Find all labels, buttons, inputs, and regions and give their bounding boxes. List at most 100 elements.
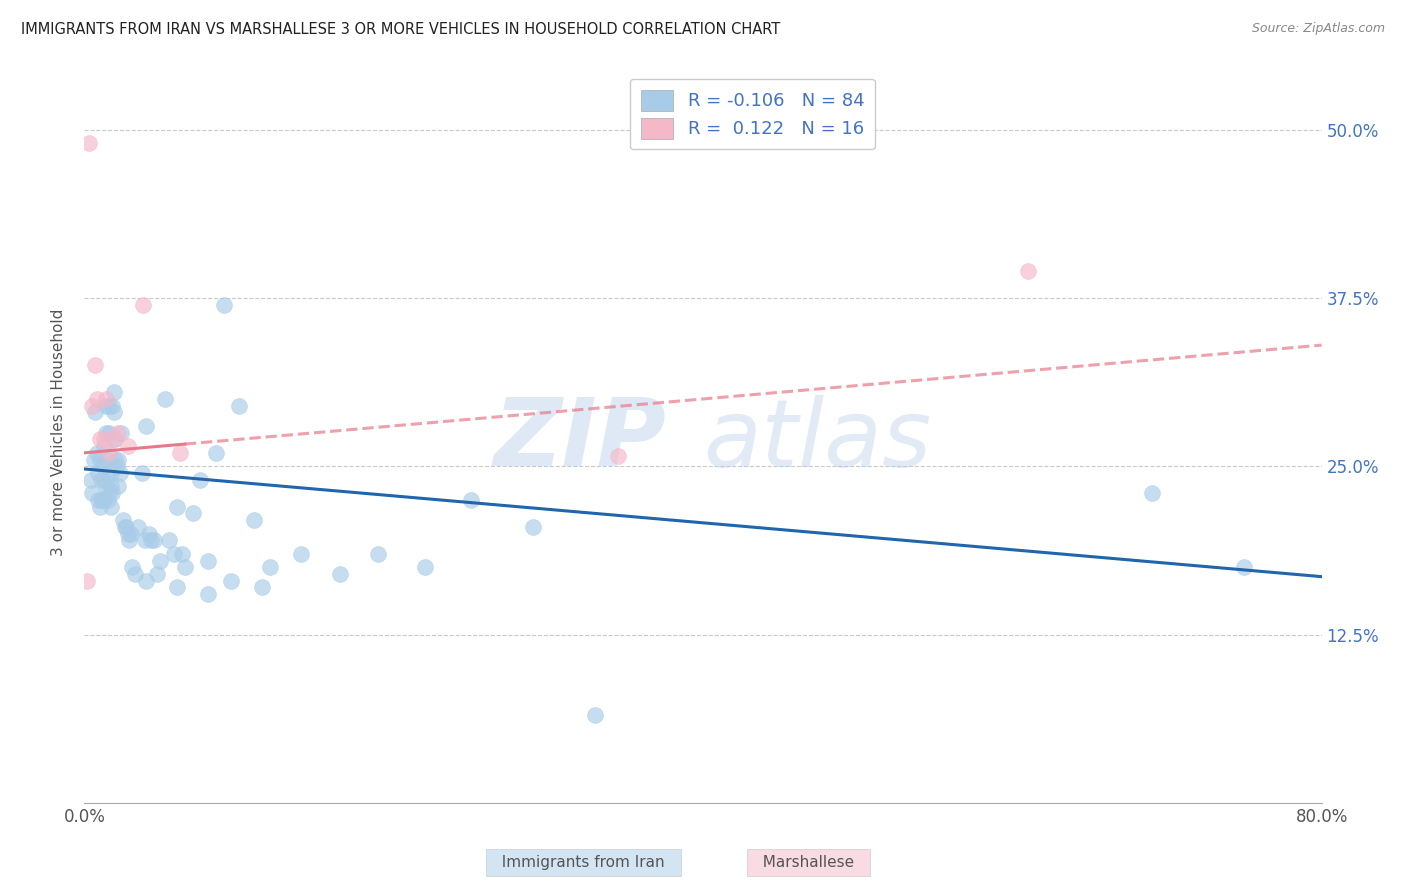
Point (87, 466, 110, 480)
Point (1233, 560, 1256, 574)
Point (197, 587, 219, 601)
Point (86, 446, 108, 460)
Point (139, 533, 162, 548)
Point (105, 459, 128, 474)
Point (250, 581, 273, 595)
Point (103, 433, 125, 447)
Point (101, 486, 124, 500)
Point (413, 560, 436, 574)
Point (94, 425, 117, 440)
Point (1017, 264, 1039, 278)
Point (132, 298, 155, 312)
Point (522, 520, 544, 534)
Legend: R = -0.106   N = 84, R =  0.122   N = 16: R = -0.106 N = 84, R = 0.122 N = 16 (630, 78, 875, 150)
Point (127, 520, 149, 534)
Point (93, 492, 115, 507)
Point (94, 392, 117, 406)
Point (135, 418, 157, 433)
Point (169, 446, 191, 460)
Point (1140, 486, 1163, 500)
Point (76, 574, 98, 588)
Point (174, 560, 197, 574)
Point (138, 526, 160, 541)
Text: Immigrants from Iran: Immigrants from Iran (492, 855, 675, 870)
Point (159, 533, 180, 548)
Point (98, 399, 121, 413)
Point (103, 385, 125, 400)
Point (90, 492, 112, 507)
Point (115, 520, 138, 534)
Point (108, 466, 131, 480)
Point (93, 473, 115, 487)
Text: ZIP: ZIP (494, 394, 666, 486)
Point (104, 452, 127, 467)
Point (197, 553, 219, 567)
Point (212, 298, 235, 312)
Point (91, 492, 114, 507)
Point (583, 708, 606, 723)
Point (181, 507, 204, 521)
Text: Marshallese: Marshallese (754, 855, 863, 870)
Point (112, 513, 135, 527)
Point (86, 392, 108, 406)
Point (219, 574, 242, 588)
Point (107, 479, 129, 493)
Point (606, 449, 628, 463)
Point (91, 459, 114, 474)
Point (96, 492, 118, 507)
Point (107, 425, 129, 440)
Point (110, 425, 132, 440)
Point (98, 486, 121, 500)
Point (367, 547, 389, 561)
Point (89, 500, 111, 514)
Point (460, 492, 482, 507)
Point (93, 433, 115, 447)
Point (100, 466, 122, 480)
Point (188, 473, 211, 487)
Point (84, 405, 107, 419)
Point (205, 446, 228, 460)
Text: atlas: atlas (703, 394, 931, 485)
Point (89, 452, 111, 467)
Point (328, 566, 352, 581)
Point (124, 566, 146, 581)
Point (96, 466, 118, 480)
Point (228, 399, 250, 413)
Point (170, 547, 193, 561)
Point (121, 560, 143, 574)
Point (82, 486, 104, 500)
Point (89, 433, 111, 447)
Point (77, 136, 100, 151)
Point (131, 466, 153, 480)
Point (134, 533, 156, 548)
Point (96, 452, 118, 467)
Point (83, 452, 105, 467)
Point (153, 392, 176, 406)
Point (100, 500, 122, 514)
Point (98, 446, 121, 460)
Point (114, 520, 136, 534)
Point (166, 500, 188, 514)
Point (94, 479, 117, 493)
Point (104, 433, 127, 447)
Point (163, 547, 186, 561)
Point (107, 452, 129, 467)
Point (290, 547, 312, 561)
Point (117, 439, 139, 453)
Point (93, 439, 115, 453)
Point (120, 526, 142, 541)
Point (243, 513, 266, 527)
Point (90, 473, 112, 487)
Point (135, 574, 157, 588)
Point (84, 359, 107, 373)
Point (94, 399, 117, 413)
Point (146, 566, 169, 581)
Point (117, 526, 139, 541)
Point (143, 533, 166, 548)
Point (103, 405, 125, 419)
Point (166, 581, 188, 595)
Point (259, 560, 281, 574)
Point (82, 399, 104, 413)
Point (98, 425, 121, 440)
Text: IMMIGRANTS FROM IRAN VS MARSHALLESE 3 OR MORE VEHICLES IN HOUSEHOLD CORRELATION : IMMIGRANTS FROM IRAN VS MARSHALLESE 3 OR… (21, 22, 780, 37)
